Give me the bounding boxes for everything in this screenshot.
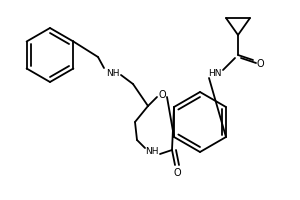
Text: O: O — [173, 168, 181, 178]
Text: O: O — [256, 59, 264, 69]
Text: NH: NH — [106, 68, 120, 77]
Text: HN: HN — [208, 68, 222, 77]
Text: O: O — [158, 90, 166, 100]
Text: NH: NH — [145, 148, 159, 156]
